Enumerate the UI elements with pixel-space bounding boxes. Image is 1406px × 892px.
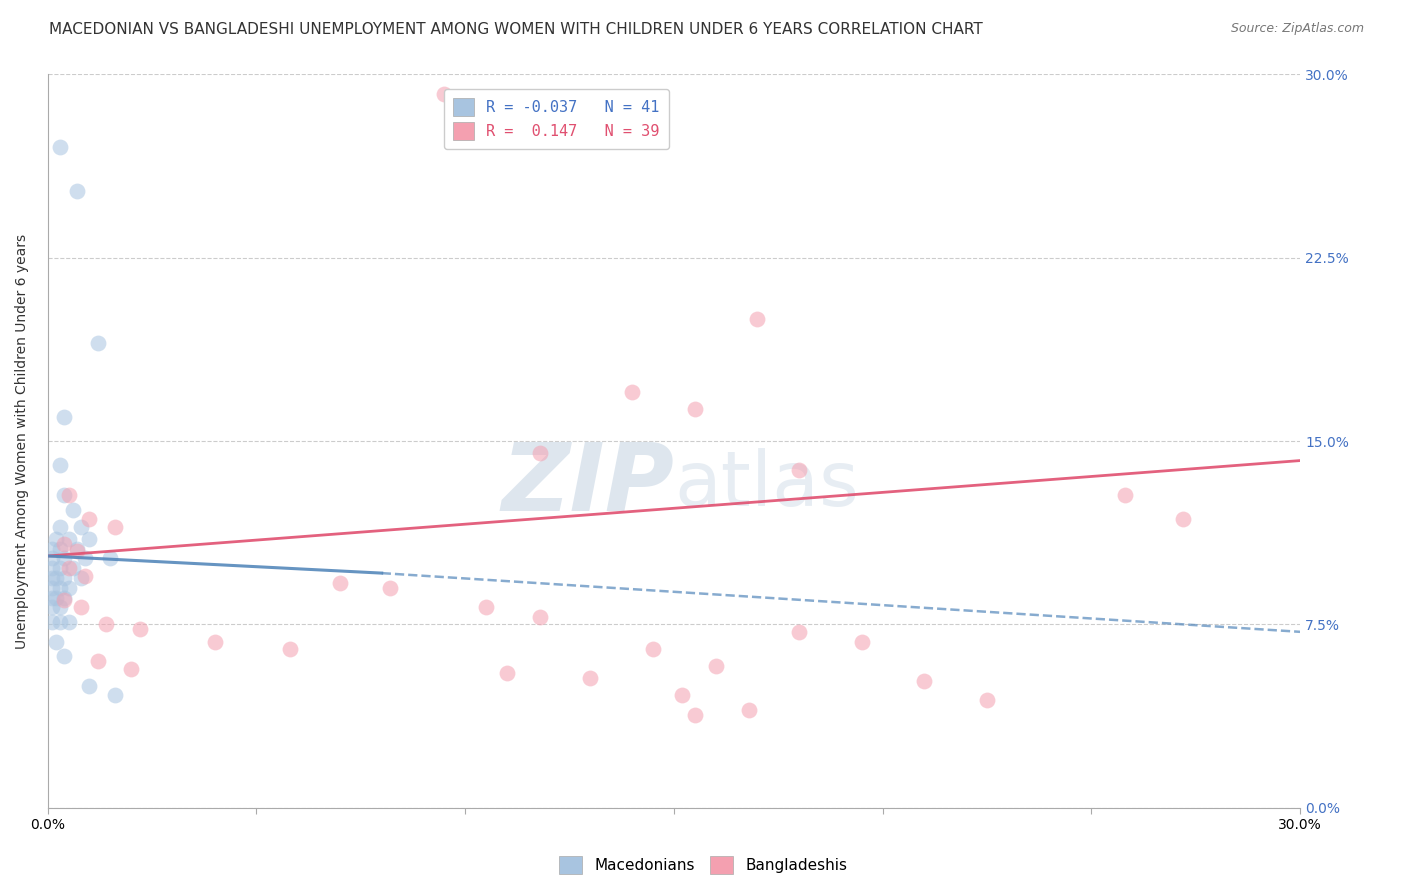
Text: Source: ZipAtlas.com: Source: ZipAtlas.com xyxy=(1230,22,1364,36)
Text: atlas: atlas xyxy=(673,448,859,522)
Point xyxy=(49,600,72,615)
Point xyxy=(62,502,84,516)
Point xyxy=(621,385,644,400)
Point xyxy=(79,532,101,546)
Legend: Macedonians, Bangladeshis: Macedonians, Bangladeshis xyxy=(553,850,853,880)
Point xyxy=(49,541,72,556)
Point xyxy=(128,623,150,637)
Point xyxy=(41,541,63,556)
Legend: R = -0.037   N = 41, R =  0.147   N = 39: R = -0.037 N = 41, R = 0.147 N = 39 xyxy=(444,89,669,149)
Point xyxy=(1173,512,1195,526)
Point xyxy=(45,591,67,605)
Point xyxy=(45,634,67,648)
Point xyxy=(641,642,664,657)
Point xyxy=(66,541,89,556)
Point xyxy=(747,311,769,326)
Point xyxy=(87,654,110,668)
Point xyxy=(53,409,76,424)
Point xyxy=(79,679,101,693)
Point xyxy=(49,581,72,595)
Point xyxy=(53,488,76,502)
Point xyxy=(98,551,121,566)
Point xyxy=(49,519,72,533)
Point xyxy=(433,87,456,101)
Point xyxy=(49,561,72,575)
Point xyxy=(70,571,93,585)
Point xyxy=(976,693,998,707)
Point xyxy=(62,561,84,575)
Point xyxy=(912,673,935,688)
Point xyxy=(58,615,80,629)
Point xyxy=(120,661,142,675)
Point xyxy=(787,624,810,639)
Point xyxy=(103,519,125,533)
Point xyxy=(66,544,89,558)
Point xyxy=(75,568,97,582)
Point xyxy=(1114,488,1136,502)
Point xyxy=(41,600,63,615)
Point xyxy=(70,519,93,533)
Point xyxy=(787,463,810,477)
Point xyxy=(103,689,125,703)
Point xyxy=(66,185,89,199)
Point xyxy=(49,140,72,154)
Point xyxy=(49,458,72,473)
Point xyxy=(496,666,519,681)
Point xyxy=(475,600,498,615)
Point xyxy=(704,659,727,673)
Text: ZIP: ZIP xyxy=(501,439,673,531)
Point xyxy=(529,446,551,460)
Point xyxy=(41,551,63,566)
Point xyxy=(683,402,706,417)
Point xyxy=(53,649,76,664)
Point xyxy=(41,591,63,605)
Point xyxy=(41,561,63,575)
Point xyxy=(53,593,76,607)
Point xyxy=(75,551,97,566)
Point xyxy=(58,581,80,595)
Point xyxy=(671,689,693,703)
Point xyxy=(87,336,110,351)
Point xyxy=(79,512,101,526)
Point xyxy=(58,561,80,575)
Point xyxy=(851,634,873,648)
Point xyxy=(529,610,551,624)
Point xyxy=(329,575,352,590)
Point xyxy=(503,116,526,130)
Point xyxy=(58,488,80,502)
Point xyxy=(204,634,226,648)
Text: MACEDONIAN VS BANGLADESHI UNEMPLOYMENT AMONG WOMEN WITH CHILDREN UNDER 6 YEARS C: MACEDONIAN VS BANGLADESHI UNEMPLOYMENT A… xyxy=(49,22,983,37)
Point xyxy=(70,600,93,615)
Point xyxy=(738,703,761,717)
Point xyxy=(53,591,76,605)
Point xyxy=(278,642,301,657)
Point xyxy=(683,708,706,723)
Point xyxy=(53,551,76,566)
Point xyxy=(45,571,67,585)
Point xyxy=(53,537,76,551)
Point xyxy=(41,581,63,595)
Point xyxy=(49,615,72,629)
Point xyxy=(41,615,63,629)
Point xyxy=(96,617,118,632)
Point xyxy=(53,571,76,585)
Y-axis label: Unemployment Among Women with Children Under 6 years: Unemployment Among Women with Children U… xyxy=(15,234,30,648)
Point xyxy=(45,532,67,546)
Point xyxy=(41,571,63,585)
Point xyxy=(58,532,80,546)
Point xyxy=(378,581,401,595)
Point xyxy=(579,671,602,685)
